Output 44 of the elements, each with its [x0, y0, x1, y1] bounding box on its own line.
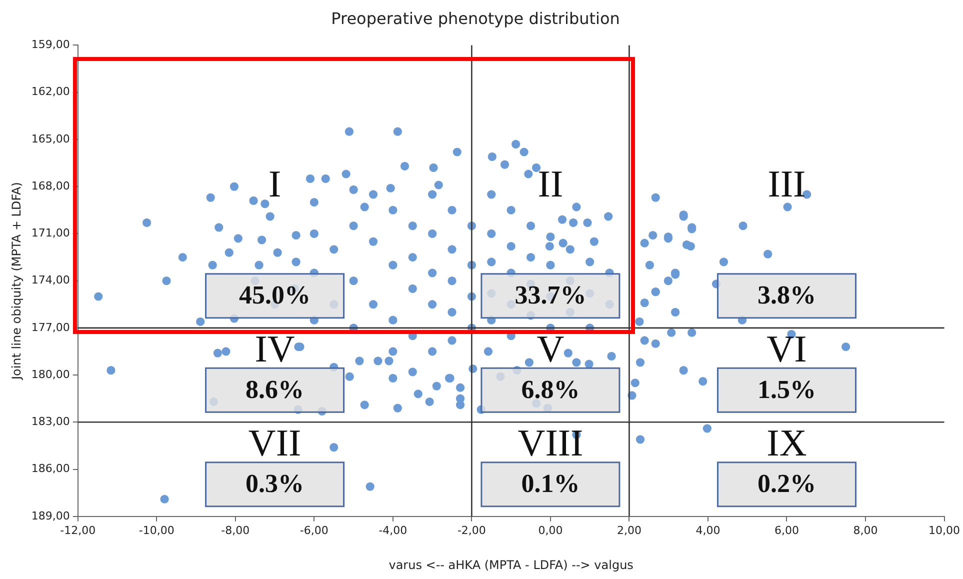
x-tick-label: -12,00 [60, 524, 96, 537]
y-tick-label: 162,00 [31, 85, 70, 98]
annotation: II [538, 164, 564, 206]
y-tick-label: 168,00 [31, 179, 70, 192]
x-tick-label: 6,00 [774, 524, 799, 537]
y-tick-label: 159,00 [31, 38, 70, 52]
x-tick-label: -2,00 [457, 524, 486, 537]
x-tick-label: -6,00 [300, 524, 328, 537]
annotation: VIII [518, 422, 584, 465]
annotation: 45.0% [239, 280, 311, 310]
y-tick-label: 186,00 [31, 462, 70, 476]
x-tick-label: 8,00 [853, 524, 878, 537]
annotation: IV [254, 328, 296, 370]
annotation: 8.6% [246, 374, 304, 404]
y-axis-title: Joint line obiquity (MPTA + LDFA) [9, 182, 24, 381]
y-tick-label: 183,00 [31, 415, 70, 428]
y-tick-label: 177,00 [31, 320, 70, 334]
x-tick-label: -8,00 [221, 524, 250, 537]
annotation: VI [766, 328, 807, 370]
annotation: 6.8% [521, 374, 580, 404]
annotation: 0.1% [521, 469, 580, 498]
x-tick-label: -10,00 [138, 524, 174, 537]
annotation: VII [248, 422, 302, 465]
y-tick-label: 174,00 [31, 274, 70, 287]
y-tick-label: 165,00 [31, 132, 70, 146]
x-tick-label: 0,00 [538, 524, 563, 537]
annotation: V [536, 328, 565, 370]
annotation: IX [766, 422, 807, 465]
annotation: III [768, 164, 806, 206]
x-axis-title: varus <-- aHKA (MPTA - LDFA) --> valgus [388, 558, 634, 572]
chart-title: Preoperative phenotype distribution [331, 8, 620, 28]
annotation: 3.8% [757, 280, 816, 310]
x-tick-label: 2,00 [616, 524, 642, 537]
annotation: I [268, 164, 282, 206]
y-tick-label: 189,00 [31, 509, 70, 522]
x-tick-label: 10,00 [928, 524, 960, 537]
x-tick-label: 4,00 [696, 524, 720, 537]
annotation: 0.3% [246, 469, 304, 498]
annotation: 33.7% [514, 280, 586, 310]
annotation: 1.5% [757, 374, 816, 404]
y-tick-label: 180,00 [31, 368, 70, 381]
annotation: 0.2% [757, 469, 816, 498]
x-tick-label: -4,00 [378, 524, 408, 537]
y-tick-label: 171,00 [31, 226, 70, 240]
